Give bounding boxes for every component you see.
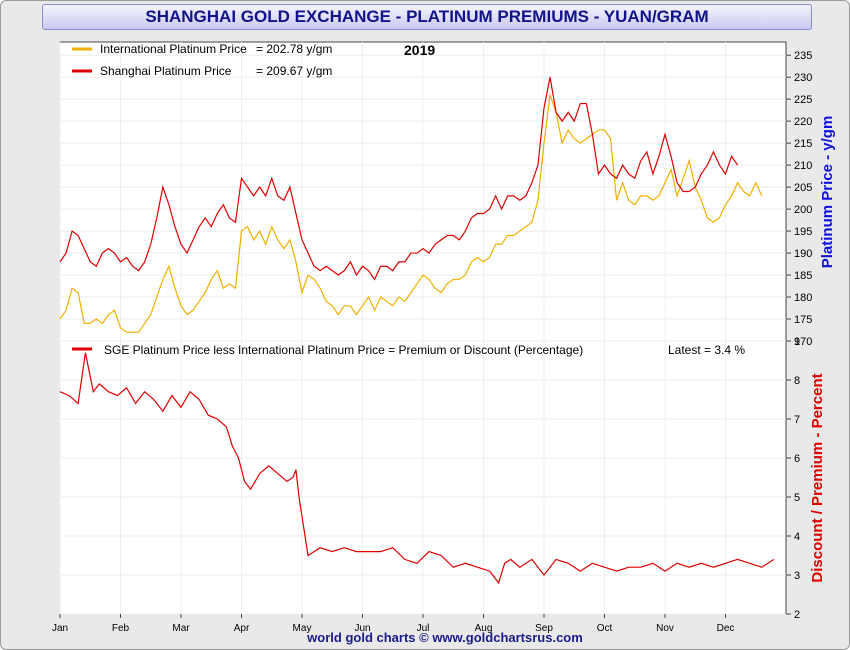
month-tick-label: Sep [535,623,553,634]
y-tick-label-lower: 3 [794,570,800,582]
y-tick-label-upper: 180 [794,292,812,304]
series-line-premium [59,352,775,585]
series-line-shanghai [59,77,739,281]
y-tick-label-lower: 9 [794,336,800,348]
month-tick-label: Jun [354,623,370,634]
right-axis-title-price: Platinum Price - y/gm [819,116,836,269]
year-label: 2019 [404,42,435,58]
chart-title: SHANGHAI GOLD EXCHANGE - PLATINUM PREMIU… [42,4,812,30]
y-tick-label-upper: 200 [794,204,812,216]
series-line-international [59,94,763,333]
y-tick-label-lower: 4 [794,531,800,543]
legend-value-shanghai: = 209.67 y/gm [256,64,332,78]
lines-layer [59,77,775,585]
y-tick-label-upper: 215 [794,138,812,150]
legend-label-shanghai: Shanghai Platinum Price [100,64,232,78]
y-tick-label-lower: 7 [794,414,800,426]
y-tick-label-upper: 220 [794,116,812,128]
footer-credit: world gold charts © www.goldchartsrus.co… [306,630,583,645]
y-tick-label-lower: 5 [794,492,800,504]
month-tick-label: Jan [52,623,68,634]
y-tick-label-upper: 235 [794,50,812,62]
y-tick-label-lower: 8 [794,375,800,387]
axis-layer: 170 175 180 185 190 195 200 205 210 215 220 225 230 2… [52,50,812,634]
month-tick-label: May [293,623,312,634]
y-tick-label-upper: 210 [794,160,812,172]
legend-value-international: = 202.78 y/gm [256,42,332,56]
month-tick-label: Jul [417,623,430,634]
y-tick-label-upper: 205 [794,182,812,194]
latest-label: Latest = 3.4 % [668,343,745,357]
month-tick-label: Apr [234,623,250,634]
y-tick-label-upper: 185 [794,270,812,282]
month-tick-label: Aug [475,623,493,634]
month-tick-label: Feb [112,623,130,634]
y-tick-label-lower: 2 [794,609,800,621]
y-tick-label-upper: 225 [794,94,812,106]
y-tick-label-upper: 190 [794,248,812,260]
y-tick-label-lower: 6 [794,453,800,465]
y-tick-label-upper: 230 [794,72,812,84]
legend-label-premium: SGE Platinum Price less International Pl… [104,343,583,357]
legend-label-international: International Platinum Price [100,42,247,56]
y-tick-label-upper: 175 [794,314,812,326]
y-tick-label-upper: 195 [794,226,812,238]
right-axis-title-premium: Discount / Premium - Percent [809,373,826,582]
y-tick-label-upper: 170 [794,336,812,348]
month-tick-label: Oct [597,623,613,634]
month-tick-label: Dec [717,623,735,634]
month-tick-label: Nov [656,623,674,634]
month-tick-label: Mar [172,623,190,634]
